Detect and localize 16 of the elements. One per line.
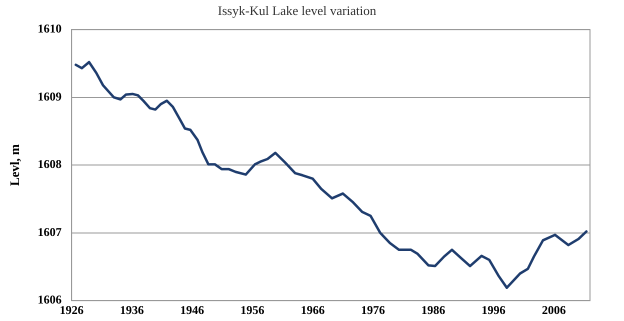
y-tick-label: 1609 <box>38 89 62 104</box>
x-tick-label: 1926 <box>60 302 84 317</box>
x-tick-label: 1976 <box>360 302 385 317</box>
x-tick-label: 1986 <box>421 302 446 317</box>
x-tick-label: 1996 <box>482 302 506 317</box>
x-tick-label: 1946 <box>180 302 204 317</box>
y-tick-label: 1606 <box>38 292 62 307</box>
x-tick-label: 2006 <box>542 302 566 317</box>
x-tick-label: 1956 <box>240 302 264 317</box>
y-tick-label: 1608 <box>38 157 62 172</box>
x-tick-label: 1936 <box>120 302 144 317</box>
chart-title: Issyk-Kul Lake level variation <box>218 3 377 18</box>
x-tick-label: 1966 <box>300 302 325 317</box>
y-tick-label: 1607 <box>38 224 62 239</box>
y-axis-title: Levl, m <box>7 144 22 186</box>
y-tick-label: 1610 <box>38 22 62 36</box>
